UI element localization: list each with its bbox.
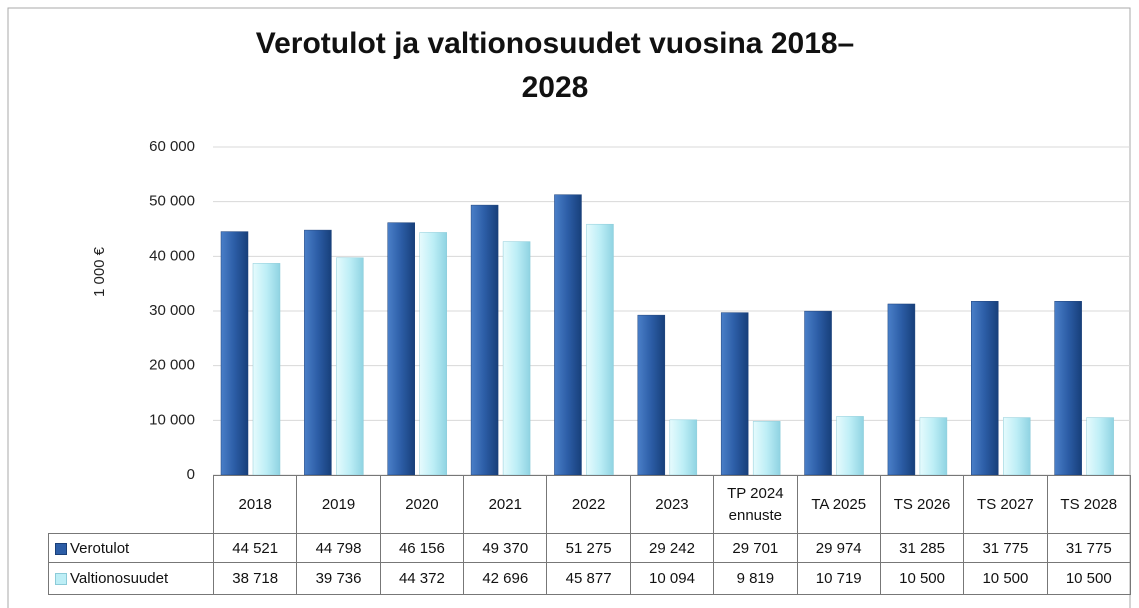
bar (669, 419, 698, 476)
data-table: 2018 2019 2020 2021 2022 2023 TP 2024 ennuste T… (48, 475, 1131, 595)
y-tick-label: 60 000 (149, 138, 195, 155)
bar (220, 231, 249, 476)
chart-title: Verotulot ja valtionosuudet vuosina 2018… (255, 27, 855, 104)
value-label: 51 275 (546, 533, 631, 563)
value-label: 44 521 (212, 533, 298, 563)
bar (502, 241, 531, 476)
legend-swatch (55, 573, 67, 586)
value-label: 31 775 (963, 533, 1048, 563)
value-label: 10 094 (629, 562, 715, 595)
bar (752, 421, 781, 476)
bar (887, 303, 916, 476)
bar (804, 310, 832, 476)
value-label: 10 500 (963, 562, 1048, 595)
y-tick-label: 20 000 (149, 357, 195, 374)
value-label: 44 798 (296, 533, 381, 563)
legend-swatch (55, 542, 67, 555)
bar (919, 417, 948, 476)
value-label: 29 701 (713, 533, 798, 563)
bar (419, 232, 447, 476)
category-label: 2020 (379, 475, 465, 534)
bar (470, 204, 499, 476)
category-label: TA 2025 (796, 475, 881, 534)
series-cell: Valtionosuudet (48, 562, 214, 595)
value-label: 10 719 (796, 562, 881, 595)
value-label: 42 696 (463, 562, 548, 595)
bar (554, 194, 582, 476)
legend-label: Verotulot (70, 539, 130, 557)
value-label: 10 500 (879, 562, 965, 595)
value-label: 9 819 (713, 562, 798, 595)
bar (720, 312, 749, 476)
bar (252, 263, 281, 476)
bar (836, 416, 864, 476)
bar (1086, 417, 1114, 476)
y-tick-label: 0 (187, 466, 195, 483)
bar (971, 301, 999, 476)
bar (637, 314, 666, 476)
value-label: 29 242 (629, 533, 715, 563)
y-tick-label: 50 000 (149, 193, 195, 210)
chart-border (7, 7, 1131, 608)
header-row: 2018 2019 2020 2021 2022 2023 TP 2024 ennuste T… (48, 475, 1131, 534)
series-row: Verotulot 44 521 44 798 46 156 49 370 51 275 2… (48, 533, 1131, 563)
bar (304, 229, 332, 476)
value-label: 31 775 (1046, 533, 1131, 563)
y-tick-label: 40 000 (149, 247, 195, 264)
value-label: 10 500 (1046, 562, 1131, 595)
bar (387, 222, 415, 476)
value-label: 46 156 (379, 533, 465, 563)
bar (586, 223, 614, 476)
y-axis-label: 1 000 € (91, 246, 108, 297)
blank-cell (48, 475, 214, 534)
value-label: 38 718 (212, 562, 298, 595)
series-row: Valtionosuudet 38 718 39 736 44 372 42 696 45… (48, 562, 1131, 595)
bar (336, 257, 364, 476)
value-label: 45 877 (546, 562, 631, 595)
category-label: 2023 (629, 475, 715, 534)
value-label: 29 974 (796, 533, 881, 563)
category-label: TS 2028 (1046, 475, 1131, 534)
category-label: 2018 (212, 475, 298, 534)
category-label: 2021 (463, 475, 548, 534)
bar (1054, 301, 1082, 476)
category-label: TP 2024 ennuste (713, 475, 798, 534)
value-label: 44 372 (379, 562, 465, 595)
y-tick-label: 30 000 (149, 302, 195, 319)
value-label: 39 736 (296, 562, 381, 595)
value-label: 49 370 (463, 533, 548, 563)
y-tick-label: 10 000 (149, 411, 195, 428)
series-cell: Verotulot (48, 533, 214, 563)
bar (1003, 417, 1031, 476)
value-label: 31 285 (879, 533, 965, 563)
legend-label: Valtionosuudet (70, 570, 169, 587)
category-label: TS 2026 (879, 475, 965, 534)
category-label: 2022 (546, 475, 631, 534)
category-label: TS 2027 (963, 475, 1048, 534)
category-label: 2019 (296, 475, 381, 534)
